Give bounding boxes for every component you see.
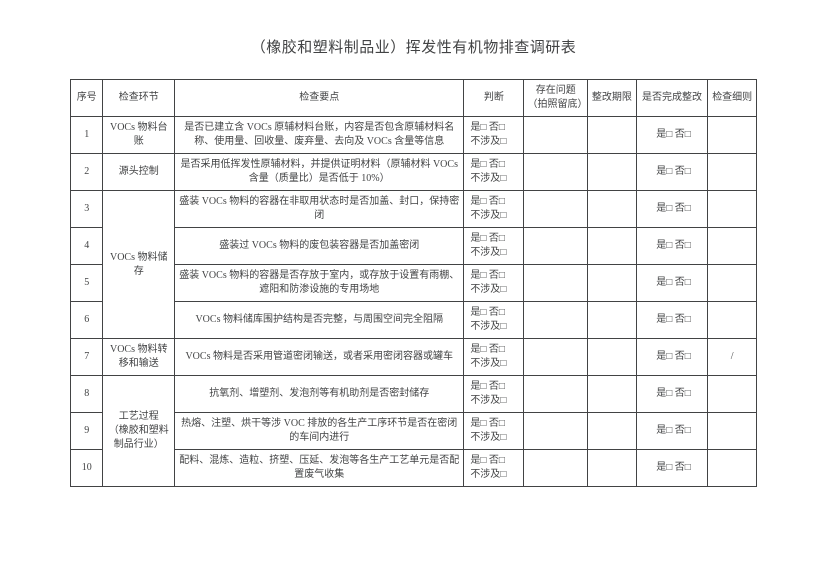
cell-issue — [524, 117, 588, 154]
cell-rule — [708, 413, 757, 450]
cell-done: 是□ 否□ — [636, 339, 708, 376]
col-issue: 存在问题（拍照留底） — [524, 80, 588, 117]
cell-done: 是□ 否□ — [636, 450, 708, 487]
cell-done: 是□ 否□ — [636, 376, 708, 413]
cell-link: 工艺过程（橡胶和塑料制品行业） — [103, 376, 175, 487]
cell-rule — [708, 154, 757, 191]
cell-done: 是□ 否□ — [636, 117, 708, 154]
cell-point: 是否采用低挥发性原辅材料，并提供证明材料（原辅材料 VOCs 含量（质量比）是否… — [175, 154, 464, 191]
cell-rule — [708, 265, 757, 302]
cell-judge: 是□ 否□不涉及□ — [464, 191, 524, 228]
cell-issue — [524, 413, 588, 450]
cell-judge: 是□ 否□不涉及□ — [464, 302, 524, 339]
cell-judge: 是□ 否□不涉及□ — [464, 339, 524, 376]
cell-link: VOCs 物料台账 — [103, 117, 175, 154]
cell-seq: 1 — [71, 117, 103, 154]
cell-rule — [708, 450, 757, 487]
cell-seq: 8 — [71, 376, 103, 413]
col-seq: 序号 — [71, 80, 103, 117]
cell-due — [588, 413, 637, 450]
cell-done: 是□ 否□ — [636, 154, 708, 191]
cell-judge: 是□ 否□不涉及□ — [464, 413, 524, 450]
cell-point: VOCs 物料是否采用管道密闭输送，或者采用密闭容器或罐车 — [175, 339, 464, 376]
cell-judge: 是□ 否□不涉及□ — [464, 117, 524, 154]
cell-point: 盛装 VOCs 物料的容器在非取用状态时是否加盖、封口，保持密闭 — [175, 191, 464, 228]
cell-issue — [524, 191, 588, 228]
cell-issue — [524, 376, 588, 413]
cell-point: 热熔、注塑、烘干等涉 VOC 排放的各生产工序环节是否在密闭的车间内进行 — [175, 413, 464, 450]
cell-done: 是□ 否□ — [636, 265, 708, 302]
cell-due — [588, 339, 637, 376]
col-rule: 检查细则 — [708, 80, 757, 117]
col-point: 检查要点 — [175, 80, 464, 117]
cell-due — [588, 228, 637, 265]
table-header-row: 序号 检查环节 检查要点 判断 存在问题（拍照留底） 整改期限 是否完成整改 检… — [71, 80, 757, 117]
cell-link: 源头控制 — [103, 154, 175, 191]
col-due: 整改期限 — [588, 80, 637, 117]
cell-done: 是□ 否□ — [636, 302, 708, 339]
cell-done: 是□ 否□ — [636, 413, 708, 450]
cell-due — [588, 154, 637, 191]
cell-rule: / — [708, 339, 757, 376]
cell-seq: 7 — [71, 339, 103, 376]
cell-link: VOCs 物料转移和输送 — [103, 339, 175, 376]
cell-due — [588, 376, 637, 413]
cell-issue — [524, 339, 588, 376]
cell-point: 盛装 VOCs 物料的容器是否存放于室内，或存放于设置有雨棚、遮阳和防渗设施的专… — [175, 265, 464, 302]
cell-judge: 是□ 否□不涉及□ — [464, 154, 524, 191]
cell-seq: 3 — [71, 191, 103, 228]
cell-judge: 是□ 否□不涉及□ — [464, 376, 524, 413]
table-row: 1 VOCs 物料台账 是否已建立含 VOCs 原辅材料台账，内容是否包含原辅材… — [71, 117, 757, 154]
cell-link: VOCs 物料储存 — [103, 191, 175, 339]
table-row: 8 工艺过程（橡胶和塑料制品行业） 抗氧剂、增塑剂、发泡剂等有机助剂是否密封储存… — [71, 376, 757, 413]
cell-point: 配料、混炼、造粒、挤塑、压延、发泡等各生产工艺单元是否配置废气收集 — [175, 450, 464, 487]
cell-point: 抗氧剂、增塑剂、发泡剂等有机助剂是否密封储存 — [175, 376, 464, 413]
cell-due — [588, 191, 637, 228]
cell-due — [588, 450, 637, 487]
cell-done: 是□ 否□ — [636, 191, 708, 228]
cell-rule — [708, 228, 757, 265]
cell-issue — [524, 228, 588, 265]
cell-seq: 4 — [71, 228, 103, 265]
cell-rule — [708, 191, 757, 228]
cell-due — [588, 302, 637, 339]
cell-seq: 6 — [71, 302, 103, 339]
cell-done: 是□ 否□ — [636, 228, 708, 265]
cell-seq: 9 — [71, 413, 103, 450]
cell-rule — [708, 376, 757, 413]
cell-rule — [708, 302, 757, 339]
cell-point: VOCs 物料储库围护结构是否完整，与周围空间完全阻隔 — [175, 302, 464, 339]
col-link: 检查环节 — [103, 80, 175, 117]
inspection-table: 序号 检查环节 检查要点 判断 存在问题（拍照留底） 整改期限 是否完成整改 检… — [70, 79, 757, 487]
cell-seq: 2 — [71, 154, 103, 191]
cell-point: 是否已建立含 VOCs 原辅材料台账，内容是否包含原辅材料名称、使用量、回收量、… — [175, 117, 464, 154]
table-row: 3 VOCs 物料储存 盛装 VOCs 物料的容器在非取用状态时是否加盖、封口，… — [71, 191, 757, 228]
cell-issue — [524, 450, 588, 487]
table-row: 7 VOCs 物料转移和输送 VOCs 物料是否采用管道密闭输送，或者采用密闭容… — [71, 339, 757, 376]
cell-judge: 是□ 否□不涉及□ — [464, 228, 524, 265]
cell-issue — [524, 265, 588, 302]
cell-issue — [524, 154, 588, 191]
cell-rule — [708, 117, 757, 154]
cell-due — [588, 265, 637, 302]
cell-seq: 5 — [71, 265, 103, 302]
cell-judge: 是□ 否□不涉及□ — [464, 265, 524, 302]
cell-seq: 10 — [71, 450, 103, 487]
page-title: （橡胶和塑料制品业）挥发性有机物排查调研表 — [70, 38, 757, 59]
cell-point: 盛装过 VOCs 物料的废包装容器是否加盖密闭 — [175, 228, 464, 265]
col-done: 是否完成整改 — [636, 80, 708, 117]
col-judge: 判断 — [464, 80, 524, 117]
table-row: 2 源头控制 是否采用低挥发性原辅材料，并提供证明材料（原辅材料 VOCs 含量… — [71, 154, 757, 191]
cell-issue — [524, 302, 588, 339]
cell-due — [588, 117, 637, 154]
cell-judge: 是□ 否□不涉及□ — [464, 450, 524, 487]
